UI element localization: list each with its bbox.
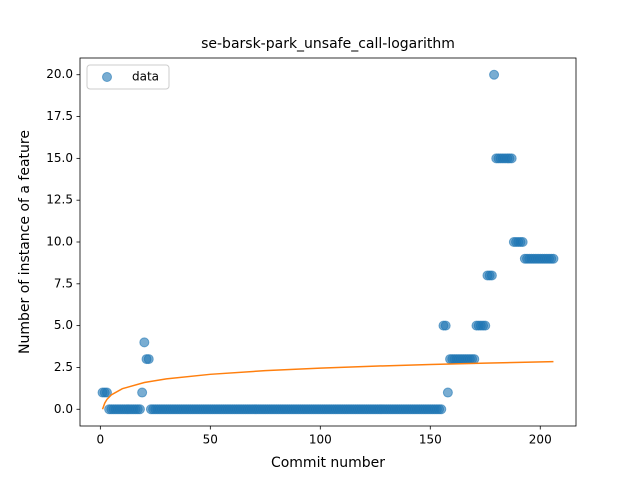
data-point [480,320,491,331]
y-tick-label: 10.0 [46,235,73,249]
x-tick-label: 150 [419,433,442,447]
x-tick-label: 0 [97,433,105,447]
data-point [486,270,497,281]
data-point [101,387,112,398]
y-tick-label: 0.0 [54,402,73,416]
data-point [506,153,517,164]
plot-area [97,69,559,415]
data-point [137,387,148,398]
x-axis-label: Commit number [271,455,385,471]
y-tick-label: 5.0 [54,318,73,332]
y-tick-label: 15.0 [46,151,73,165]
data-point [134,404,145,415]
data-point [469,354,480,365]
fit-line [101,360,554,410]
data-point [442,387,453,398]
data-point [436,404,447,415]
legend-box [86,64,170,90]
x-tick-label: 100 [309,433,332,447]
data-point [489,69,500,80]
data-point [139,337,150,348]
data-point [143,354,154,365]
x-tick-label: 50 [203,433,218,447]
data-point [517,237,528,247]
y-tick-label: 20.0 [46,67,73,81]
x-tick-label: 200 [529,433,552,447]
y-tick-label: 7.5 [54,276,73,290]
y-tick-label: 2.5 [54,360,73,374]
data-point [440,320,451,331]
chart-title: se-barsk-park_unsafe_call-logarithm [201,36,455,52]
legend: data [86,64,170,90]
y-tick-label: 12.5 [46,193,73,207]
y-tick-label: 17.5 [46,109,73,123]
y-axis-label: Number of instance of a feature [17,130,33,354]
data-point [548,253,559,264]
legend-label: data [132,70,159,84]
legend-marker [102,72,112,82]
